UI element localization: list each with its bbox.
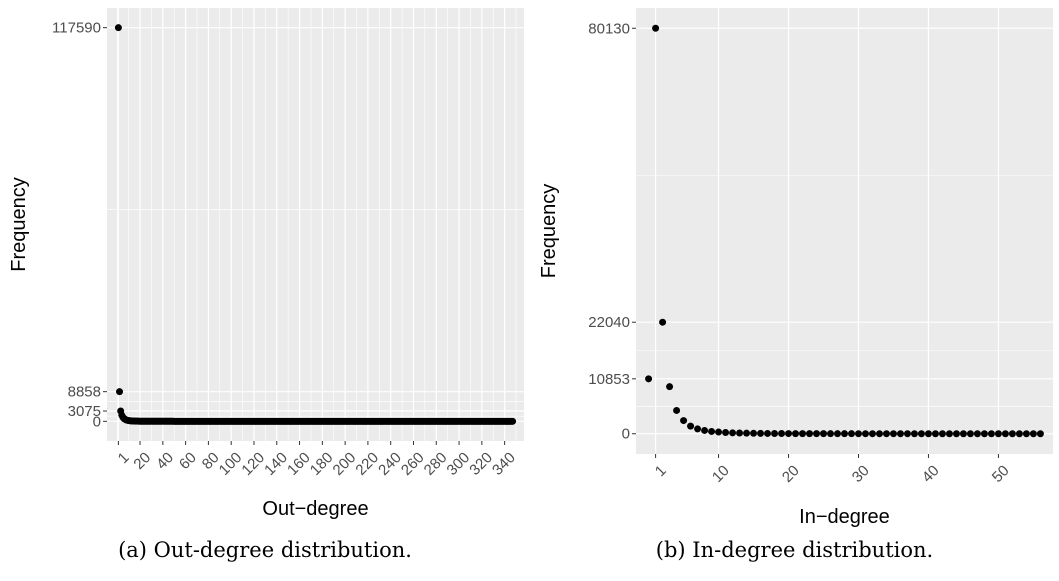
data-point: [896, 430, 904, 438]
out-degree-chart: 0307588581175901204060801001201401601802…: [8, 8, 524, 520]
in-degree-chart-panel: 0 10853 22040 80130 1 10 20 30 40 50 In−degree Freq…: [530, 0, 1059, 576]
data-point: [1008, 430, 1016, 438]
x-tick-label: 50: [989, 462, 1013, 486]
data-point: [834, 430, 842, 438]
data-point: [715, 428, 723, 436]
data-point: [729, 429, 737, 437]
data-points: [114, 24, 517, 425]
data-point: [994, 430, 1002, 438]
data-point: [757, 429, 765, 437]
x-tick-label: 60: [176, 449, 200, 473]
plot-background: [636, 8, 1053, 454]
data-point: [987, 430, 995, 438]
data-point: [806, 430, 814, 438]
data-point: [778, 430, 786, 438]
x-axis-title: Out−degree: [262, 498, 368, 520]
data-point: [736, 429, 744, 437]
data-point: [910, 430, 918, 438]
data-point: [771, 430, 779, 438]
x-tick-label: 40: [919, 462, 943, 486]
x-tick-label: 20: [779, 462, 803, 486]
data-point: [659, 318, 667, 326]
data-point: [1029, 430, 1037, 438]
data-point: [931, 430, 939, 438]
data-point: [980, 430, 988, 438]
minor-grid-y: [636, 174, 1053, 407]
minor-grid-y: [107, 209, 524, 417]
data-point: [694, 425, 702, 433]
data-point: [917, 430, 925, 438]
data-point: [673, 406, 681, 414]
y-axis-title: Frequency: [538, 184, 560, 279]
data-point: [903, 430, 911, 438]
data-point: [861, 430, 869, 438]
data-point: [959, 430, 967, 438]
data-point: [966, 430, 974, 438]
in-degree-chart: 0 10853 22040 80130 1 10 20 30 40 50 In−degree Freq…: [538, 8, 1053, 528]
data-point: [945, 430, 953, 438]
data-point: [708, 427, 716, 435]
data-point: [827, 430, 835, 438]
x-axis-title: In−degree: [799, 506, 890, 528]
x-tick-label: 1: [115, 449, 133, 467]
data-point: [1015, 430, 1023, 438]
y-axis-title: Frequency: [8, 177, 30, 272]
data-point: [973, 430, 981, 438]
y-tick-label: 80130: [588, 20, 630, 37]
y-tick-label: 10853: [588, 371, 630, 388]
data-point: [882, 430, 890, 438]
y-tick-label: 0: [622, 426, 630, 443]
data-point: [666, 383, 674, 391]
data-point: [680, 417, 688, 425]
data-point: [743, 429, 751, 437]
data-point: [952, 430, 960, 438]
data-point: [1001, 430, 1009, 438]
data-point: [841, 430, 848, 438]
x-tick-label: 10: [709, 462, 733, 486]
data-point: [645, 375, 653, 383]
out-degree-caption: (a) Out-degree distribution.: [118, 538, 412, 562]
data-point: [875, 430, 883, 438]
data-point: [764, 429, 772, 437]
minor-grid-x: [116, 8, 517, 441]
data-point: [868, 430, 876, 438]
data-point: [785, 430, 793, 438]
y-tick-label: 3075: [68, 403, 101, 420]
data-point: [924, 430, 932, 438]
data-point: [687, 422, 695, 430]
data-point: [722, 429, 730, 437]
x-tick-label: 1: [652, 462, 670, 480]
x-tick-label: 30: [849, 462, 873, 486]
x-tick-label: 40: [153, 449, 177, 473]
data-point: [854, 430, 862, 438]
y-tick-label: 0: [93, 413, 101, 430]
data-point: [750, 429, 758, 437]
plot-background: [107, 8, 524, 441]
data-points: [645, 24, 1044, 438]
out-degree-chart-panel: 0 3075 8858 117590 1 20 40 60 80 100 120 140 160 180 2…: [0, 0, 530, 576]
data-point: [813, 430, 821, 438]
data-point: [792, 430, 800, 438]
data-point: [820, 430, 828, 438]
data-point: [1022, 430, 1030, 438]
data-point: [701, 426, 709, 434]
x-tick-label: 340: [489, 449, 519, 479]
in-degree-caption: (b) In-degree distribution.: [655, 538, 934, 562]
data-point: [114, 24, 122, 32]
data-point: [509, 417, 517, 425]
data-point: [652, 24, 660, 32]
data-point: [847, 430, 855, 438]
y-tick-label: 22040: [588, 314, 630, 331]
data-point: [938, 430, 946, 438]
data-point: [1036, 430, 1044, 438]
y-tick-label: 8858: [68, 384, 101, 401]
data-point: [116, 388, 124, 396]
data-point: [889, 430, 897, 438]
x-tick-label: 20: [130, 449, 154, 473]
y-tick-label: 117590: [52, 20, 101, 37]
data-point: [799, 430, 807, 438]
